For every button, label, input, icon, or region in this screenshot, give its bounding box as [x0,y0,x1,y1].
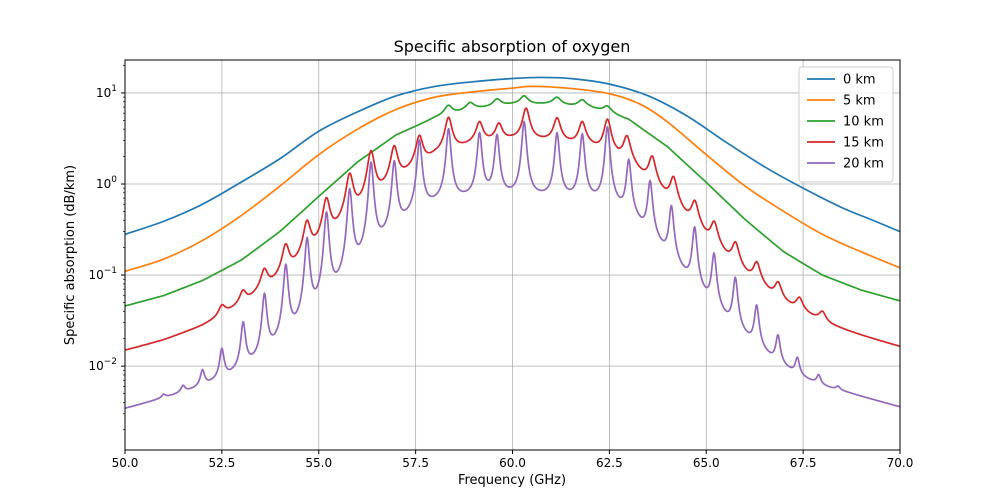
x-tick-label: 70.0 [887,456,914,470]
series-line-15-km [125,107,900,351]
series-line-5-km [125,85,900,273]
series-line-20-km [125,120,900,410]
x-tick-label: 62.5 [596,456,623,470]
legend-label: 5 km [843,94,876,109]
y-tick-label: 10−2 [88,357,117,373]
x-tick-label: 60.0 [499,456,526,470]
grid [124,60,901,450]
x-tick-label: 67.5 [790,456,817,470]
legend-label: 0 km [843,73,876,88]
legend-label: 15 km [843,136,884,151]
legend-label: 10 km [843,115,884,130]
x-axis-title: Frequency (GHz) [458,473,566,488]
x-tick-label: 50.0 [112,456,139,470]
plot-area [125,76,900,410]
x-tick-label: 52.5 [209,456,236,470]
legend-box [798,66,894,183]
x-axis: 50.0 52.5 55.0 57.5 60.0 62.5 65.0 67.5 70.0 [112,450,914,470]
y-axis: 10−2 10−1 100 101 [88,65,125,431]
x-tick-label: 57.5 [402,456,429,470]
legend: 0 km 5 km 10 km 15 km 20 km [798,66,894,183]
chart-title: Specific absorption of oxygen [394,37,631,56]
legend-label: 20 km [843,157,884,172]
series-line-10-km [125,94,900,307]
x-tick-label: 65.0 [693,456,720,470]
x-tick-label: 55.0 [305,456,332,470]
y-axis-title: Specific absorption (dB/km) [63,165,78,345]
y-tick-label: 101 [96,84,117,100]
y-tick-label: 100 [96,175,117,191]
y-tick-label: 10−1 [88,266,117,282]
series-line-0-km [125,76,900,236]
